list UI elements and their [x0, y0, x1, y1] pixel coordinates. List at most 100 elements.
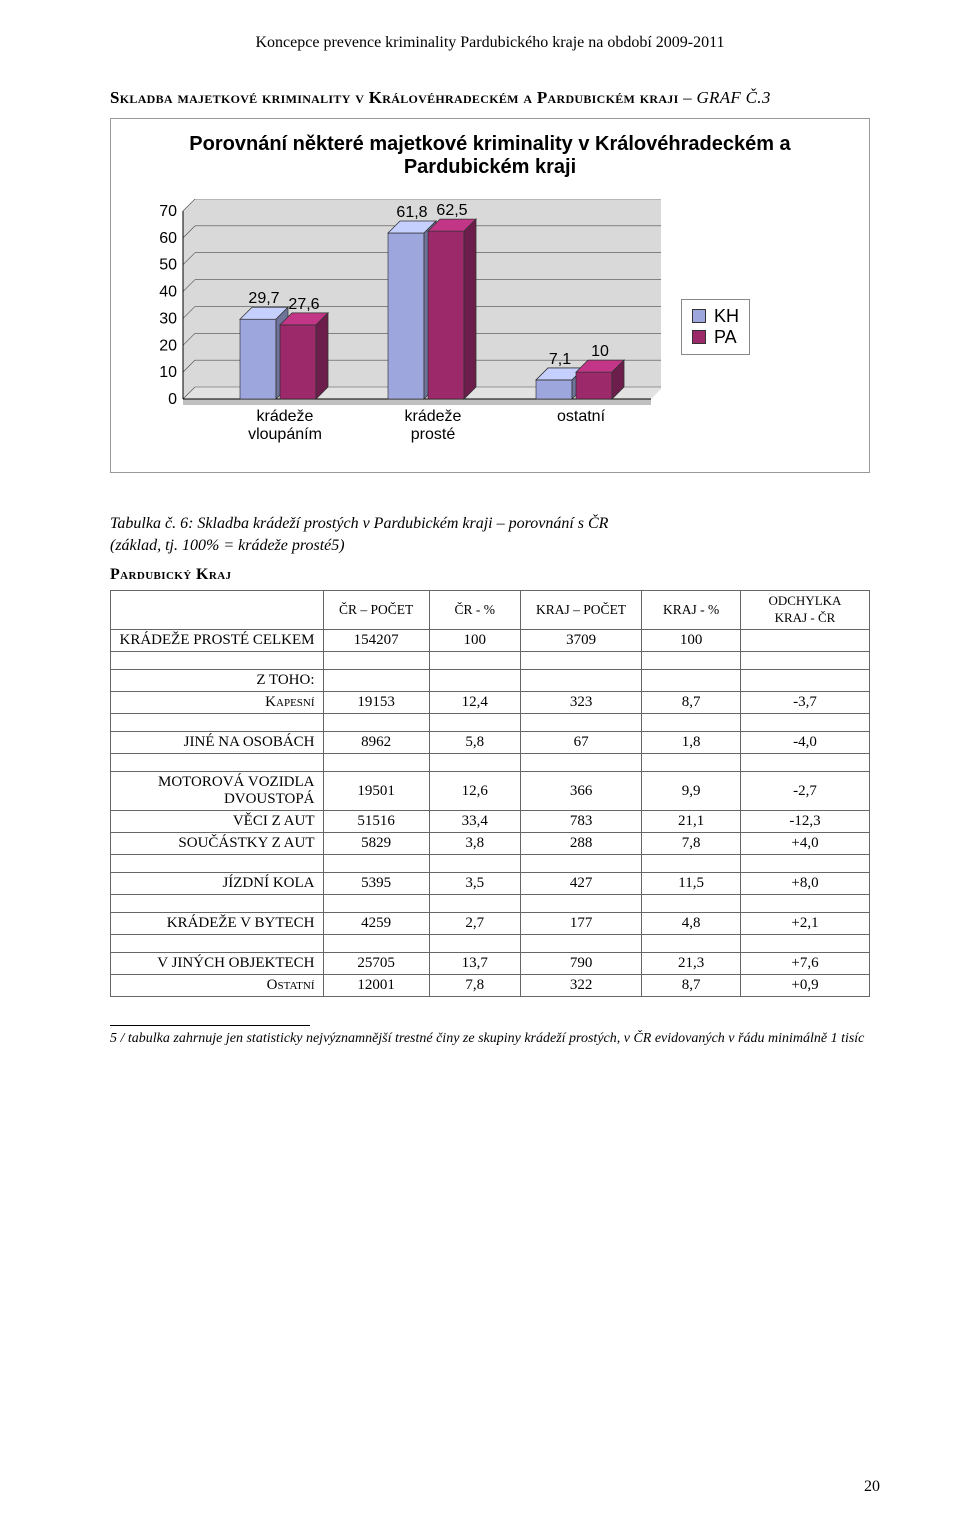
heading-text-caps: Skladba majetkové kriminality v Královéh…: [110, 88, 679, 107]
svg-text:ostatní: ostatní: [557, 408, 606, 425]
col-header: ODCHYLKAKRAJ - ČR: [740, 591, 869, 630]
row-label: V JINÝCH OBJEKTECH: [111, 953, 324, 975]
cell: [323, 670, 429, 692]
cell: 21,3: [642, 953, 741, 975]
cell: 67: [520, 732, 641, 754]
cell: -3,7: [740, 692, 869, 714]
cell: 322: [520, 975, 641, 997]
col-header: [111, 591, 324, 630]
svg-text:20: 20: [159, 337, 177, 354]
data-table: ČR – POČETČR - %KRAJ – POČETKRAJ - %ODCH…: [110, 590, 870, 997]
cell: +2,1: [740, 913, 869, 935]
cell: 9,9: [642, 772, 741, 811]
table-section-title: Pardubický Kraj: [110, 566, 870, 584]
table-row: [111, 855, 870, 873]
cell: 100: [642, 630, 741, 652]
caption-line1: Tabulka č. 6: Skladba krádeží prostých v…: [110, 515, 608, 532]
cell: 3,5: [429, 873, 520, 895]
row-label: Ostatní: [111, 975, 324, 997]
cell: 288: [520, 833, 641, 855]
svg-text:30: 30: [159, 310, 177, 327]
row-label: JINÉ NA OSOBÁCH: [111, 732, 324, 754]
cell: +7,6: [740, 953, 869, 975]
cell: 1,8: [642, 732, 741, 754]
svg-text:0: 0: [168, 391, 177, 408]
heading-tail: – GRAF Č.3: [679, 88, 771, 107]
cell: 25705: [323, 953, 429, 975]
cell: 8,7: [642, 975, 741, 997]
svg-text:prosté: prosté: [411, 426, 456, 443]
cell: 4,8: [642, 913, 741, 935]
legend-label: KH: [714, 306, 739, 327]
cell: 100: [429, 630, 520, 652]
table-row: V JINÝCH OBJEKTECH2570513,779021,3+7,6: [111, 953, 870, 975]
cell: -2,7: [740, 772, 869, 811]
cell: [520, 670, 641, 692]
cell: 783: [520, 811, 641, 833]
svg-text:10: 10: [591, 343, 609, 360]
row-label: MOTOROVÁ VOZIDLA DVOUSTOPÁ: [111, 772, 324, 811]
svg-text:krádeže: krádeže: [405, 408, 462, 425]
footnote: 5 / tabulka zahrnuje jen statisticky nej…: [110, 1030, 870, 1049]
cell: [642, 670, 741, 692]
cell: 11,5: [642, 873, 741, 895]
cell: [740, 670, 869, 692]
table-row: JINÉ NA OSOBÁCH89625,8671,8-4,0: [111, 732, 870, 754]
chart-container: Porovnání některé majetkové kriminality …: [110, 118, 870, 473]
cell: 366: [520, 772, 641, 811]
legend-swatch: [692, 309, 706, 323]
svg-text:krádeže: krádeže: [257, 408, 314, 425]
cell: 7,8: [642, 833, 741, 855]
cell: 13,7: [429, 953, 520, 975]
cell: +0,9: [740, 975, 869, 997]
legend-label: PA: [714, 327, 737, 348]
col-header: KRAJ – POČET: [520, 591, 641, 630]
svg-text:60: 60: [159, 230, 177, 247]
cell: 19153: [323, 692, 429, 714]
svg-text:70: 70: [159, 203, 177, 220]
cell: 154207: [323, 630, 429, 652]
svg-text:40: 40: [159, 284, 177, 301]
cell: 3709: [520, 630, 641, 652]
svg-text:10: 10: [159, 364, 177, 381]
svg-text:50: 50: [159, 257, 177, 274]
table-row: KRÁDEŽE V BYTECH42592,71774,8+2,1: [111, 913, 870, 935]
cell: 5395: [323, 873, 429, 895]
cell: [429, 670, 520, 692]
section-heading: Skladba majetkové kriminality v Královéh…: [110, 88, 870, 108]
cell: 33,4: [429, 811, 520, 833]
table-row: [111, 895, 870, 913]
table-row: JÍZDNÍ KOLA53953,542711,5+8,0: [111, 873, 870, 895]
row-label: SOUČÁSTKY Z AUT: [111, 833, 324, 855]
table-row: [111, 714, 870, 732]
bar-chart: 01020304050607029,727,6krádeževloupáním6…: [141, 199, 661, 454]
cell: -4,0: [740, 732, 869, 754]
table-row: Ostatní120017,83228,7+0,9: [111, 975, 870, 997]
running-header: Koncepce prevence kriminality Pardubické…: [110, 34, 870, 52]
footnote-rule: [110, 1025, 310, 1026]
svg-text:7,1: 7,1: [549, 351, 571, 368]
cell: 5829: [323, 833, 429, 855]
col-header: KRAJ - %: [642, 591, 741, 630]
table-row: KRÁDEŽE PROSTÉ CELKEM1542071003709100: [111, 630, 870, 652]
cell: 8,7: [642, 692, 741, 714]
row-label: KRÁDEŽE V BYTECH: [111, 913, 324, 935]
cell: 2,7: [429, 913, 520, 935]
chart-title: Porovnání některé majetkové kriminality …: [141, 133, 839, 179]
table-caption: Tabulka č. 6: Skladba krádeží prostých v…: [110, 513, 830, 556]
row-label: KRÁDEŽE PROSTÉ CELKEM: [111, 630, 324, 652]
svg-text:29,7: 29,7: [248, 290, 279, 307]
row-label: VĚCI Z AUT: [111, 811, 324, 833]
table-row: [111, 652, 870, 670]
col-header: ČR - %: [429, 591, 520, 630]
table-row: MOTOROVÁ VOZIDLA DVOUSTOPÁ1950112,63669,…: [111, 772, 870, 811]
cell: 7,8: [429, 975, 520, 997]
legend-item: KH: [692, 306, 739, 327]
svg-text:62,5: 62,5: [436, 202, 467, 219]
caption-line2: (základ, tj. 100% = krádeže prosté5): [110, 537, 345, 554]
cell: 5,8: [429, 732, 520, 754]
cell: 19501: [323, 772, 429, 811]
col-header: ČR – POČET: [323, 591, 429, 630]
row-label: Z TOHO:: [111, 670, 324, 692]
table-row: [111, 754, 870, 772]
